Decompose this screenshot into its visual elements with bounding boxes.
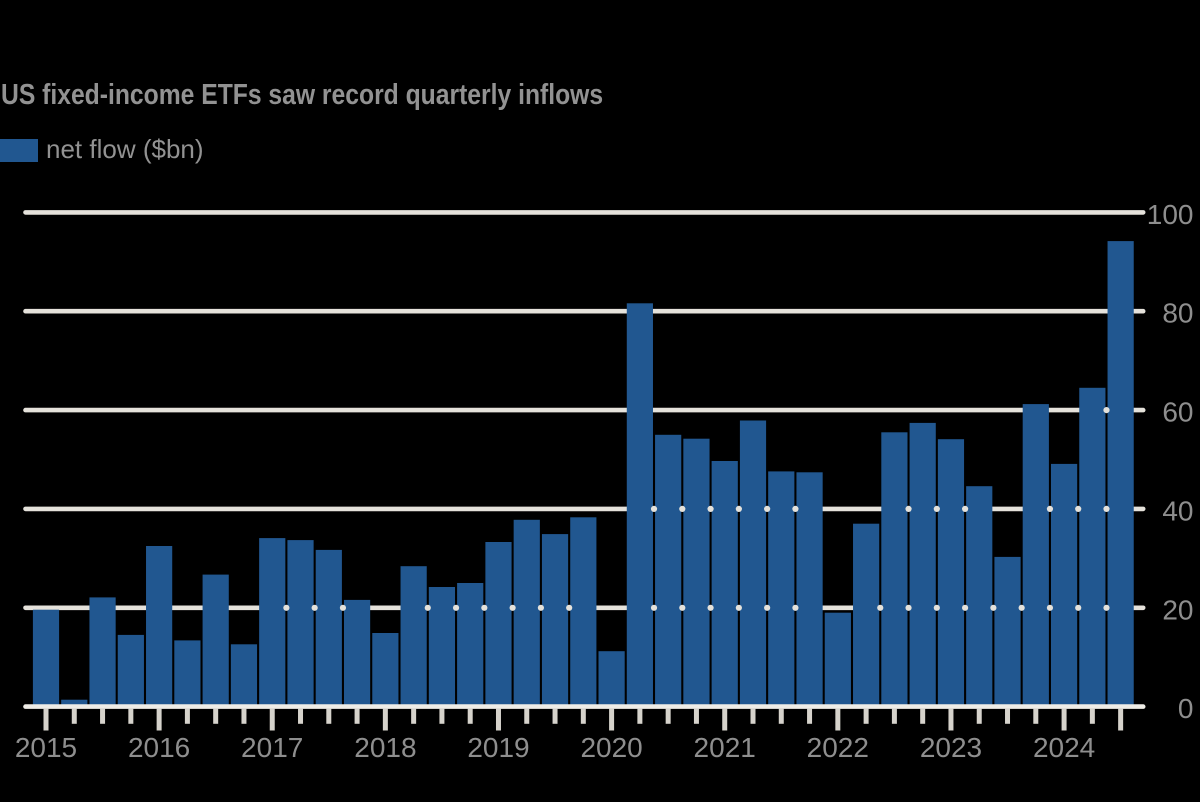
svg-text:100: 100 — [1147, 199, 1194, 230]
svg-text:2022: 2022 — [807, 732, 869, 763]
svg-text:2021: 2021 — [694, 732, 756, 763]
svg-text:2018: 2018 — [354, 732, 416, 763]
svg-text:40: 40 — [1162, 495, 1193, 526]
svg-text:2017: 2017 — [241, 732, 303, 763]
svg-text:0: 0 — [1178, 693, 1194, 724]
svg-text:2020: 2020 — [580, 732, 642, 763]
svg-text:80: 80 — [1162, 298, 1193, 329]
svg-text:20: 20 — [1162, 594, 1193, 625]
svg-text:2019: 2019 — [467, 732, 529, 763]
svg-text:2023: 2023 — [920, 732, 982, 763]
svg-text:2024: 2024 — [1033, 732, 1095, 763]
svg-text:60: 60 — [1162, 397, 1193, 428]
svg-text:2016: 2016 — [128, 732, 190, 763]
svg-text:2015: 2015 — [15, 732, 77, 763]
